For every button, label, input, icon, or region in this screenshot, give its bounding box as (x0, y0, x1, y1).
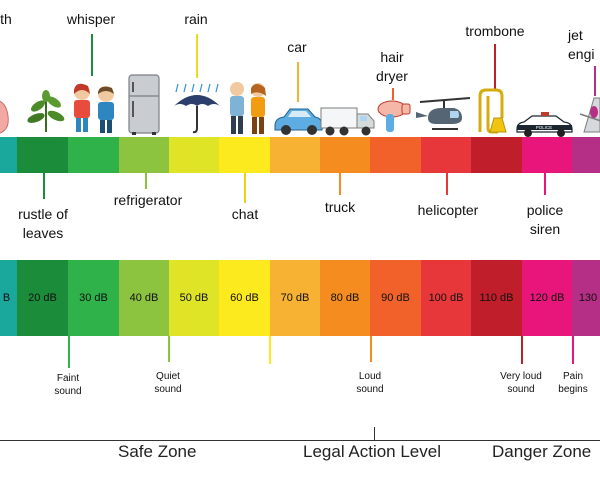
note-quiet: Quiet sound (154, 371, 182, 395)
zone-legal: Legal Action Level (303, 442, 441, 461)
db-cell-label: 130 (578, 292, 598, 304)
stick-60 (269, 336, 271, 364)
label-mouth: th (0, 11, 12, 27)
zone-axis-tick (374, 427, 375, 440)
refrigerator-icon (128, 74, 160, 135)
truck-icon (320, 107, 375, 136)
stick-very-loud (521, 336, 523, 364)
hair-dryer-icon (377, 100, 411, 132)
stick-chat (244, 173, 246, 203)
label-police: police siren (526, 202, 564, 237)
stick-rustle (43, 173, 45, 199)
db-cell-2: 30 dB (68, 260, 119, 336)
stick-police (544, 173, 546, 195)
color-band-9 (421, 137, 471, 173)
color-band-12 (572, 137, 600, 173)
stick-jet (594, 66, 596, 96)
label-trombone: trombone (465, 23, 525, 39)
db-cell-0: B (0, 260, 17, 336)
note-faint: Faint sound (54, 373, 82, 397)
color-band-11 (522, 137, 572, 173)
police-car-text: POLICE (536, 125, 553, 130)
db-cell-5: 60 dB (219, 260, 270, 336)
color-band-3 (119, 137, 169, 173)
note-very-loud: Very loud sound (500, 371, 542, 395)
db-cell-3: 40 dB (119, 260, 169, 336)
chatting-people-icon (230, 82, 266, 134)
color-band-10 (471, 137, 522, 173)
color-band-7 (320, 137, 370, 173)
db-cell-label: 60 dB (230, 292, 259, 304)
db-cell-label: 80 dB (330, 292, 360, 304)
db-cell-7: 80 dB (320, 260, 370, 336)
db-cell-label: B (2, 292, 11, 304)
stick-refrigerator (145, 173, 147, 189)
note-loud: Loud sound (356, 371, 384, 395)
db-cell-label: 20 dB (28, 292, 57, 304)
label-rain: rain (184, 11, 208, 27)
label-refrigerator: refrigerator (113, 192, 183, 208)
stick-rain (196, 34, 198, 78)
color-band-1 (17, 137, 68, 173)
lungs-icon (0, 100, 9, 134)
stick-loud (370, 336, 372, 362)
db-cell-label: 120 dB (529, 292, 565, 304)
stick-helicopter (446, 173, 448, 195)
db-cell-1: 20 dB (17, 260, 68, 336)
stick-pain (572, 336, 574, 364)
police-car-icon: POLICE (516, 112, 573, 137)
db-cell-label: 100 dB (428, 292, 464, 304)
label-whisper: whisper (66, 11, 116, 27)
stick-truck (339, 173, 341, 195)
stick-whisper (91, 34, 93, 76)
zone-danger: Danger Zone (492, 442, 592, 461)
car-icon (274, 108, 323, 135)
db-cell-4: 50 dB (169, 260, 219, 336)
label-rustle: rustle of leaves (18, 206, 68, 241)
label-helicopter: helicopter (417, 202, 479, 218)
db-cell-label: 90 dB (381, 292, 410, 304)
label-hair-dryer: hair dryer (376, 49, 408, 84)
note-pain: Pain begins (558, 371, 588, 395)
label-truck: truck (324, 199, 356, 215)
color-band-6 (270, 137, 320, 173)
rain-umbrella-icon (174, 83, 220, 134)
color-band-8 (370, 137, 421, 173)
color-band-0 (0, 137, 17, 173)
helicopter-icon (416, 97, 471, 130)
db-cell-12: 130 (572, 260, 600, 336)
db-cell-label: 40 dB (129, 292, 159, 304)
color-band-2 (68, 137, 119, 173)
zone-axis-line (0, 440, 600, 441)
db-cell-label: 70 dB (280, 292, 310, 304)
label-car: car (287, 39, 307, 55)
color-band-5 (219, 137, 270, 173)
stick-faint (68, 336, 70, 368)
stick-hair-dryer (392, 88, 394, 100)
zone-safe: Safe Zone (118, 442, 197, 461)
db-cell-6: 70 dB (270, 260, 320, 336)
db-cell-8: 90 dB (370, 260, 421, 336)
plant-icon (27, 90, 65, 132)
label-jet-engine: jet engi (568, 27, 595, 62)
db-cell-9: 100 dB (421, 260, 471, 336)
stick-quiet (168, 336, 170, 362)
stick-car (297, 62, 299, 102)
db-cell-label: 110 dB (479, 292, 514, 304)
db-cell-label: 30 dB (79, 292, 108, 304)
trombone-icon (478, 88, 507, 134)
label-chat: chat (231, 206, 259, 222)
whispering-children-icon (74, 83, 114, 133)
stick-trombone (494, 44, 496, 90)
db-cell-11: 120 dB (522, 260, 572, 336)
db-cell-label: 50 dB (179, 292, 209, 304)
jet-engine-icon (579, 97, 600, 133)
color-band-4 (169, 137, 219, 173)
db-cell-10: 110 dB (471, 260, 522, 336)
